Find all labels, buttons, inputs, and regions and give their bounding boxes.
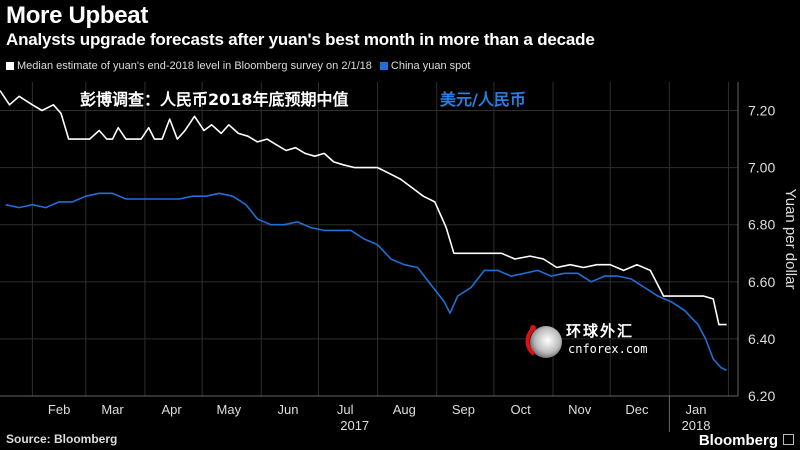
brand-box-icon	[783, 434, 794, 445]
overlay-label-usdcny-cn: 美元/人民币	[440, 90, 526, 109]
brand-logo: Bloomberg	[698, 432, 778, 449]
y-tick-label: 6.60	[748, 274, 775, 290]
overlay-label-median-cn: 彭博调查：人民币2018年底预期中值	[80, 90, 349, 109]
x-tick-label: Jun	[277, 402, 298, 417]
chart-title: More Upbeat	[6, 2, 149, 29]
x-tick-label: Nov	[568, 402, 592, 417]
x-tick-label: May	[217, 402, 242, 417]
legend: Median estimate of yuan's end-2018 level…	[6, 60, 470, 72]
y-tick-label: 6.40	[748, 331, 775, 347]
legend-swatch-blue	[379, 62, 388, 70]
legend-item-median: Median estimate of yuan's end-2018 level…	[6, 60, 372, 72]
series-line-median-estimate	[0, 90, 727, 326]
x-tick-label: Mar	[101, 402, 124, 417]
x-tick-label: Sep	[452, 402, 475, 417]
y-tick-label: 6.20	[748, 388, 775, 404]
legend-label-median: Median estimate of yuan's end-2018 level…	[17, 60, 372, 72]
x-tick-label: Jul	[337, 402, 354, 417]
source-note: Source: Bloomberg	[6, 432, 118, 446]
y-tick-label: 7.20	[748, 103, 775, 119]
x-tick-label: Aug	[393, 402, 416, 417]
year-label-2018: 2018	[682, 418, 711, 433]
watermark-logo-icon	[525, 325, 562, 358]
legend-label-spot: China yuan spot	[390, 60, 471, 72]
watermark-text: 环球外汇	[566, 322, 635, 340]
year-label-2017: 2017	[340, 418, 369, 433]
y-tick-label: 7.00	[748, 160, 775, 176]
chart-subtitle: Analysts upgrade forecasts after yuan's …	[6, 30, 595, 49]
watermark: 环球外汇 cnforex.com	[524, 318, 654, 364]
x-tick-label: Apr	[162, 402, 183, 417]
legend-swatch-white	[6, 62, 14, 70]
watermark-url: cnforex.com	[568, 342, 648, 356]
y-axis-label: Yuan per dollar	[782, 189, 799, 290]
x-tick-label: Feb	[48, 402, 70, 417]
x-tick-label: Dec	[625, 402, 649, 417]
legend-item-spot: China yuan spot	[379, 60, 471, 72]
x-tick-label: Oct	[510, 402, 531, 417]
x-tick-label: Jan	[686, 402, 707, 417]
series-line-yuan-spot	[5, 192, 727, 372]
y-tick-label: 6.80	[748, 217, 775, 233]
